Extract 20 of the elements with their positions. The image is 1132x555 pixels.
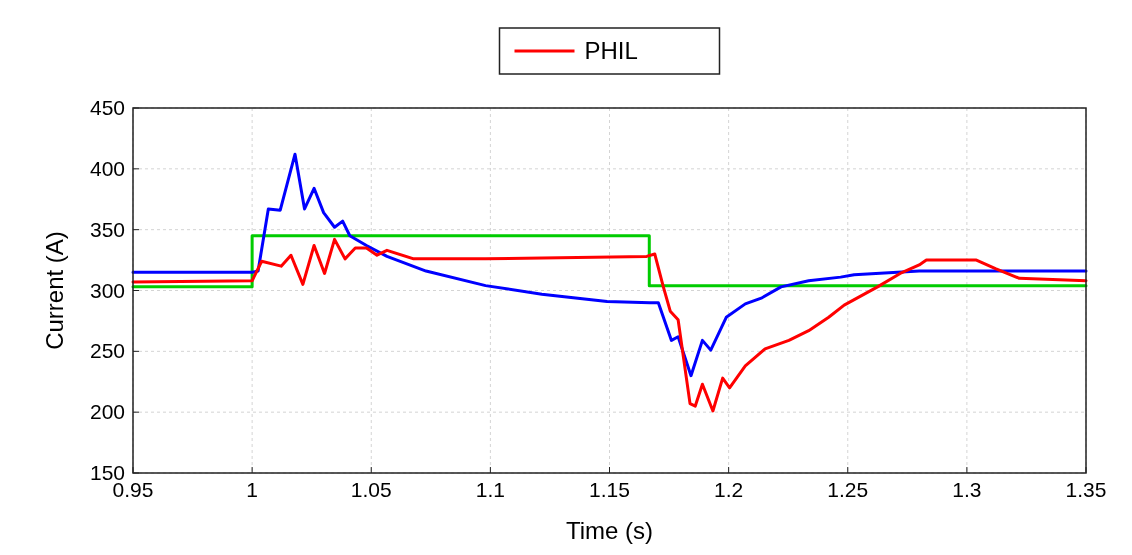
legend-label: PHIL xyxy=(584,37,638,64)
y-tick-label: 450 xyxy=(89,96,125,119)
line-series xyxy=(131,237,1088,413)
x-tick-label: 1.15 xyxy=(589,478,630,501)
y-tick-label: 300 xyxy=(89,278,125,302)
y-tick-label: 200 xyxy=(89,400,125,424)
y-tick-label: 150 xyxy=(89,461,125,484)
y-tick-label: 350 xyxy=(89,217,125,241)
y-axis-title: Current (A) xyxy=(41,231,68,350)
x-axis-title: Time (s) xyxy=(565,517,654,544)
y-tick-label: 400 xyxy=(89,156,125,180)
x-tick-label: 1.1 xyxy=(475,478,505,501)
x-tick-label: 1.25 xyxy=(827,478,869,501)
x-tick-label: 1 xyxy=(246,478,258,501)
x-tick-label: 1.2 xyxy=(714,478,744,501)
x-tick-label: 1.3 xyxy=(952,478,982,501)
y-tick-label: 250 xyxy=(89,339,125,363)
x-tick-label: 1.35 xyxy=(1065,478,1107,501)
x-tick-label: 1.05 xyxy=(350,478,392,501)
line-series xyxy=(131,152,1088,378)
